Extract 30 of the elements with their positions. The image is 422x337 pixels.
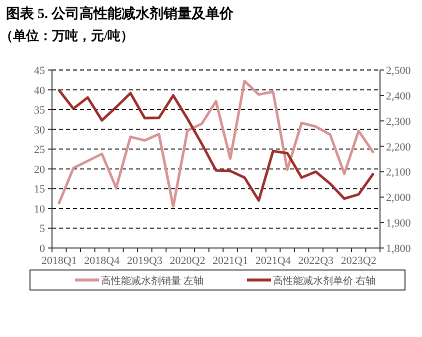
y2-tick-label: 2,000 — [386, 192, 412, 204]
x-tick-label: 2018Q4 — [84, 255, 120, 267]
y2-tick-label: 2,300 — [386, 116, 412, 128]
x-tick-label: 2021Q1 — [212, 255, 248, 267]
legend-label: 高性能减水剂单价 右轴 — [273, 275, 376, 287]
y2-tick-label: 2,400 — [386, 90, 412, 102]
y-tick-label: 40 — [34, 84, 46, 97]
y-tick-label: 20 — [34, 164, 46, 176]
y2-tick-label: 2,500 — [386, 65, 412, 77]
x-tick-label: 2019Q3 — [126, 255, 163, 267]
x-tick-label: 2022Q3 — [298, 255, 334, 267]
y-tick-label: 45 — [34, 65, 46, 77]
y-tick-label: 35 — [34, 104, 46, 117]
x-tick-label: 2023Q2 — [340, 255, 376, 267]
x-tick-label: 2018Q1 — [41, 255, 77, 267]
y-tick-label: 15 — [34, 184, 46, 196]
y-tick-label: 10 — [34, 203, 46, 216]
y2-tick-label: 2,100 — [386, 166, 412, 179]
chart-subtitle: （单位：万吨，元/吨） — [0, 28, 134, 43]
y2-tick-label: 1,900 — [386, 218, 412, 230]
y2-tick-label: 2,200 — [386, 141, 412, 154]
y-tick-label: 5 — [40, 223, 46, 236]
legend-label: 高性能减水剂销量 左轴 — [101, 275, 204, 287]
x-tick-label: 2020Q2 — [170, 255, 206, 267]
y-tick-label: 25 — [34, 144, 46, 156]
y-tick-label: 30 — [34, 124, 46, 136]
y2-tick-label: 1,800 — [386, 243, 412, 255]
chart-title: 图表 5. 公司高性能减水剂销量及单价 — [6, 5, 234, 22]
x-tick-label: 2021Q4 — [255, 255, 292, 267]
y-tick-label: 0 — [40, 243, 46, 255]
